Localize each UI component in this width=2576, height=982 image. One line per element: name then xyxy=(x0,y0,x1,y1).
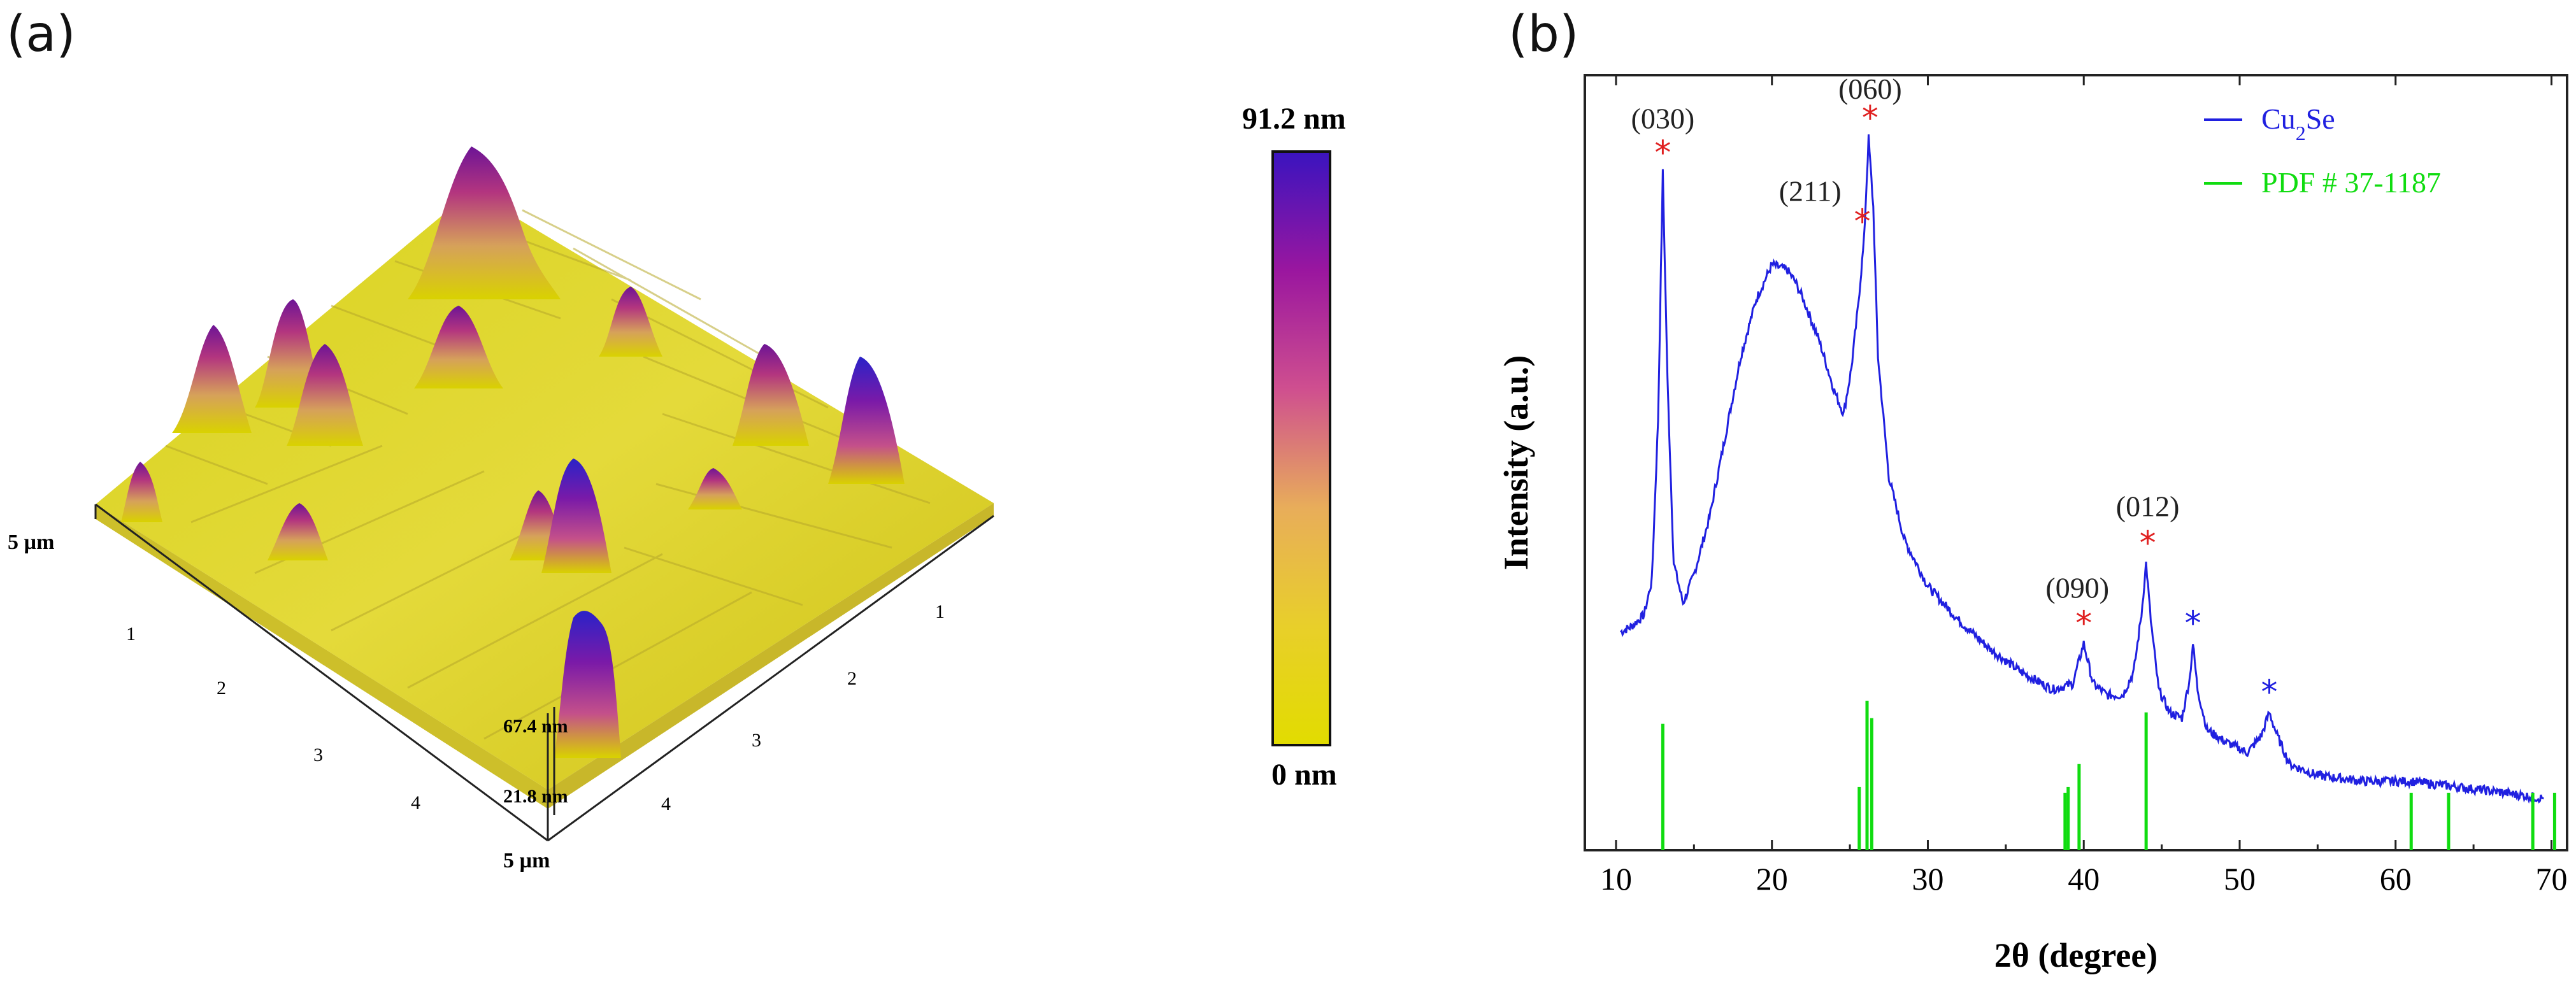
x-tick-label: 40 xyxy=(2068,861,2100,897)
x-tick-label: 50 xyxy=(2224,861,2256,897)
panel-a: (a) xyxy=(6,6,1346,872)
afm-x-tick: 2 xyxy=(217,678,226,699)
afm-y-end-label: 5 µm xyxy=(503,849,550,872)
colorbar: 91.2 nm 0 nm xyxy=(1242,102,1346,792)
afm-surface-skirt xyxy=(96,504,548,809)
y-axis-label: Intensity (a.u.) xyxy=(1497,355,1535,571)
peak-markers: * * * * * * * xyxy=(1654,99,2277,711)
afm-peaks xyxy=(121,146,905,758)
legend-label-cu2se: Cu2Se xyxy=(2261,103,2335,145)
legend: Cu2Se PDF # 37-1187 xyxy=(2204,103,2441,199)
x-axis: 10 20 30 40 50 60 70 xyxy=(1600,75,2568,897)
afm-y-ticks: 1 2 3 4 xyxy=(661,601,945,815)
x-tick-label: 70 xyxy=(2536,861,2568,897)
afm-y-tick: 2 xyxy=(847,668,857,689)
afm-peak xyxy=(828,357,905,484)
x-tick-label: 20 xyxy=(1756,861,1788,897)
peak-label: (030) xyxy=(1631,102,1695,134)
colorbar-gradient xyxy=(1271,150,1331,746)
afm-height-top-label: 67.4 nm xyxy=(503,716,568,737)
x-tick-label: 60 xyxy=(2380,861,2412,897)
peak-marker: * xyxy=(2075,604,2092,643)
peak-marker: * xyxy=(2140,524,2156,562)
reference-sticks xyxy=(1661,701,2556,850)
afm-peak xyxy=(408,146,561,299)
colorbar-min-label: 0 nm xyxy=(1271,758,1337,792)
afm-y-tick: 3 xyxy=(752,730,761,751)
x-axis-label: 2θ (degree) xyxy=(1994,936,2158,974)
afm-axes xyxy=(94,503,994,842)
colorbar-max-label: 91.2 nm xyxy=(1242,102,1346,136)
peak-label: (012) xyxy=(2116,490,2180,522)
x-tick-label: 10 xyxy=(1600,861,1632,897)
panel-b-label: (b) xyxy=(1508,6,1578,63)
peak-marker: * xyxy=(1862,99,1878,138)
afm-peak xyxy=(688,468,742,509)
x-tick-label: 30 xyxy=(1912,861,1943,897)
afm-y-tick: 4 xyxy=(661,793,671,815)
peak-labels: (030) (060) (211) (090) (012) xyxy=(1631,73,2180,604)
afm-surface xyxy=(96,191,994,790)
afm-x-tick: 3 xyxy=(313,744,323,765)
afm-peak xyxy=(268,503,328,560)
afm-peak xyxy=(172,325,252,433)
panel-a-label: (a) xyxy=(6,6,76,63)
afm-peak xyxy=(599,287,662,357)
peak-marker: * xyxy=(1654,134,1671,172)
plot-frame xyxy=(1584,74,2568,851)
peak-marker: * xyxy=(1854,203,1871,241)
afm-peak xyxy=(121,462,162,522)
peak-label: (060) xyxy=(1838,73,1902,105)
afm-surface-skirt-right xyxy=(548,503,994,809)
afm-x-tick: 1 xyxy=(126,623,136,644)
peak-label: (211) xyxy=(1779,174,1842,207)
xrd-chart: 10 20 30 40 50 60 70 2θ (degree) Intensity (a.u.… xyxy=(1497,73,2568,974)
afm-peak xyxy=(554,611,621,758)
legend-label-pdf: PDF # 37-1187 xyxy=(2261,166,2441,199)
peak-marker: * xyxy=(2185,604,2201,643)
afm-x-tick: 4 xyxy=(411,792,420,813)
afm-y-tick: 1 xyxy=(935,601,945,622)
panel-b: (b) 10 20 30 40 50 60 70 2θ (degree) Intensity (… xyxy=(1497,6,2568,974)
afm-x-end-label: 5 µm xyxy=(8,530,54,554)
afm-peak xyxy=(733,344,809,446)
afm-peak xyxy=(541,459,612,573)
afm-3d-surface: 5 µm 5 µm 1 2 3 4 1 2 3 4 67.4 nm 21.8 n… xyxy=(8,146,994,872)
afm-peak xyxy=(414,306,503,388)
peak-marker: * xyxy=(2261,674,2278,712)
afm-height-bottom-label: 21.8 nm xyxy=(503,786,568,807)
afm-x-ticks: 1 2 3 4 xyxy=(126,623,420,813)
series-line-cu2se xyxy=(1620,134,2544,804)
peak-label: (090) xyxy=(2045,571,2109,604)
afm-peak xyxy=(287,344,363,446)
